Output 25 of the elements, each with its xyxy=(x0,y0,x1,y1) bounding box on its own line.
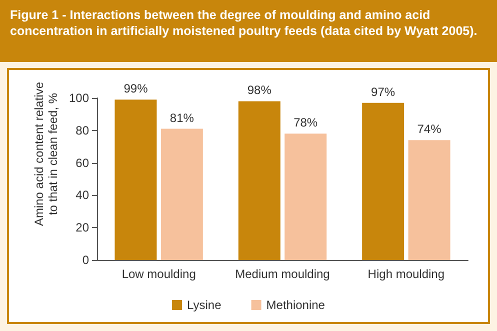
data-label: 74% xyxy=(417,122,442,136)
data-label: 97% xyxy=(371,84,396,99)
y-tick-label: 80 xyxy=(76,123,90,138)
y-tick-label: 0 xyxy=(82,253,90,267)
y-tick-label: 100 xyxy=(68,91,90,105)
chart-title: Figure 1 - Interactions between the degree of moulding and amino acid concentration in artificially moistened poultry feeds (data cited by Wyatt 2005). xyxy=(0,0,497,62)
bar xyxy=(362,102,404,260)
bar xyxy=(238,101,280,260)
y-tick-label: 60 xyxy=(76,156,90,170)
data-label: 99% xyxy=(124,82,148,96)
bar xyxy=(284,134,327,260)
data-label: 98% xyxy=(247,83,272,98)
y-tick-label: 20 xyxy=(76,220,90,235)
data-label: 78% xyxy=(294,116,318,130)
y-tick-label: 40 xyxy=(76,188,90,202)
bar xyxy=(408,140,450,260)
y-axis-title: Amino acid content relative to that in clean feed, % xyxy=(32,80,60,228)
legend-label: Methionine xyxy=(266,298,326,312)
bar xyxy=(114,100,157,260)
legend-label: Lysine xyxy=(187,298,222,312)
data-label: 81% xyxy=(170,110,194,125)
bar xyxy=(160,128,203,260)
x-tick-label: Medium moulding xyxy=(235,267,330,281)
x-tick-label: Low moulding xyxy=(122,267,196,281)
x-tick-label: High moulding xyxy=(368,267,445,281)
